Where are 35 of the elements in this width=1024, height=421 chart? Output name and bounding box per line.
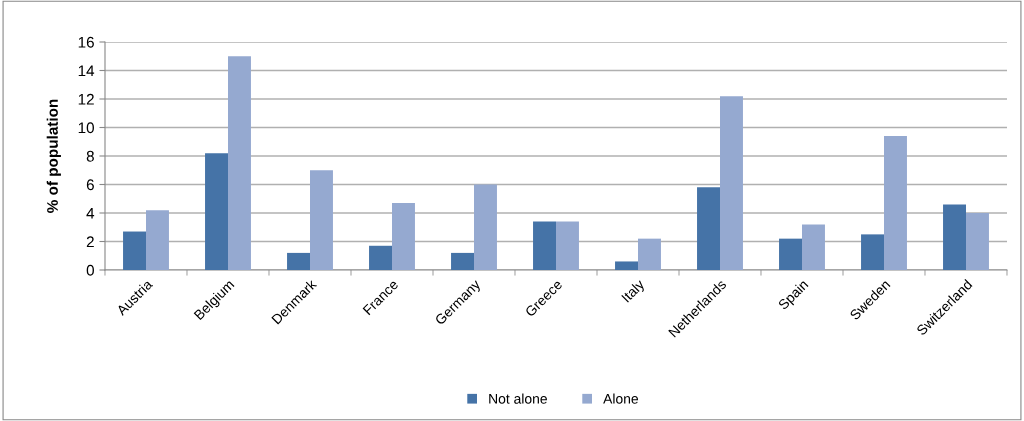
bar [802, 224, 825, 270]
bar [720, 96, 743, 270]
bar [369, 245, 392, 270]
bar [779, 238, 802, 270]
bar [533, 221, 556, 270]
bar [392, 203, 415, 270]
y-tick-label: 16 [78, 36, 94, 48]
y-axis-title: % of population [46, 99, 61, 213]
bar [474, 184, 497, 270]
bar [556, 221, 579, 270]
x-tick-label: Italy [620, 278, 648, 305]
bar [638, 238, 661, 270]
bar [205, 153, 228, 270]
bar [884, 136, 907, 270]
legend-label: Alone [603, 393, 639, 404]
bar [287, 252, 310, 270]
bar [228, 56, 251, 270]
legend-label: Not alone [489, 393, 547, 404]
y-tick-label: 4 [86, 208, 95, 219]
y-tick-label: 8 [86, 150, 94, 162]
y-tick-label: 10 [78, 122, 94, 134]
bar [310, 170, 333, 270]
y-tick-label: 2 [86, 236, 94, 248]
y-tick-label: 12 [78, 93, 94, 105]
bar [451, 252, 474, 270]
y-tick-label: 14 [78, 65, 95, 77]
y-tick-label: 0 [86, 264, 94, 276]
bar [123, 231, 146, 270]
bar [861, 234, 884, 270]
y-tick-label: 6 [86, 179, 94, 191]
bar [943, 204, 966, 270]
bar [697, 187, 720, 270]
bar [615, 261, 638, 270]
bar [146, 210, 169, 270]
bar [966, 213, 989, 270]
